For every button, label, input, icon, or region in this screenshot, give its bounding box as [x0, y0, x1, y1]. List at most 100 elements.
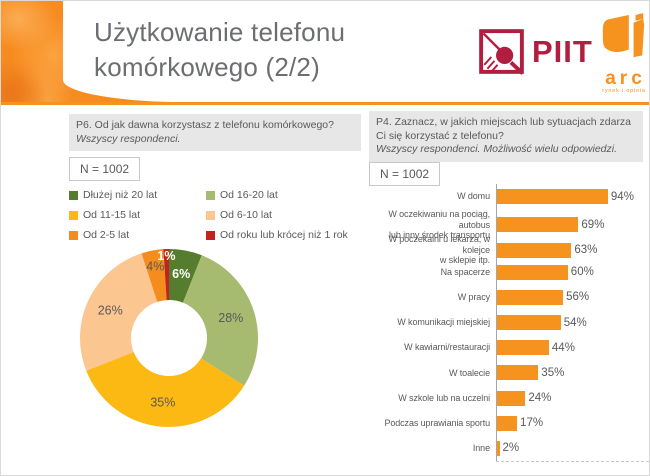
- respondents-note-p6: Wszyscy respondenci.: [76, 132, 181, 145]
- question-text-p6: P6. Od jak dawna korzystasz z telefonu k…: [76, 119, 334, 131]
- bar-category-label: W kawiarni/restauracji: [404, 342, 490, 353]
- arc-tagline: rynek i opinia: [602, 88, 646, 94]
- bar-category-label: W domu: [457, 191, 490, 202]
- bar-row: W oczekiwaniu na pociąg, autobus lub inn…: [369, 209, 649, 241]
- legend-swatch-icon: [206, 230, 215, 240]
- bar-row: Podczas uprawiania sportu 17%: [369, 410, 649, 436]
- bar-chart: W domu 94% W oczekiwaniu na pociąg, autobu…: [369, 184, 649, 463]
- legend-item: Dłużej niż 20 lat: [69, 189, 206, 201]
- legend-swatch-icon: [69, 210, 78, 220]
- bar: [497, 340, 549, 356]
- bar-category-label: Inne: [472, 443, 490, 454]
- bar: [497, 315, 561, 331]
- bar-row: Na spacerze 60%: [369, 259, 649, 285]
- bar-category-label: W pracy: [457, 292, 490, 303]
- donut-slice-label: 28%: [218, 311, 243, 325]
- bar: [497, 365, 539, 381]
- bar-track: 24%: [496, 385, 649, 411]
- respondents-note-p4: Wszyscy respondenci. Możliwość wielu odp…: [376, 143, 618, 155]
- legend-label: Od roku lub krócej niż 1 rok: [220, 229, 348, 241]
- bar-value-label: 2%: [502, 442, 520, 455]
- question-box-p6: P6. Od jak dawna korzystasz z telefonu k…: [69, 114, 361, 151]
- donut-slice: [141, 249, 167, 302]
- bar-category-label: W szkole lub na uczelni: [398, 392, 490, 403]
- bar-category-label: Podczas uprawiania sportu: [384, 418, 490, 429]
- bar-row: W kawiarni/restauracji 44%: [369, 335, 649, 361]
- bar-track: 69%: [496, 209, 649, 241]
- donut-chart-svg: 6% 28% 35% 26% 4%1%: [80, 249, 258, 427]
- bar-value-label: 54%: [563, 316, 587, 329]
- legend-item: Od 2-5 lat: [69, 229, 206, 241]
- legend: Dłużej niż 20 lat Od 16-20 lat Od 11-15 la…: [69, 189, 348, 241]
- donut-slice: [163, 249, 169, 301]
- legend-label: Dłużej niż 20 lat: [83, 189, 158, 201]
- legend-item: Od 16-20 lat: [206, 189, 348, 201]
- legend-label: Od 2-5 lat: [83, 229, 130, 241]
- bar: [497, 264, 568, 280]
- bar-chart-rows: W domu 94% W oczekiwaniu na pociąg, autobu…: [369, 184, 649, 462]
- bar-track: 54%: [496, 309, 649, 336]
- donut-slice-label: 6%: [172, 267, 190, 281]
- bar-category-label: W oczekiwaniu na pociąg, autobus lub inn…: [388, 209, 490, 241]
- bar-chart-baseline: [496, 461, 649, 463]
- question-box-p4: P4. Zaznacz, w jakich miejscach lub sytu…: [369, 111, 643, 162]
- bar-track: 94%: [496, 184, 649, 210]
- piit-wordmark: PIIT: [532, 33, 593, 69]
- bar: [497, 390, 526, 406]
- bar-category-label: W komunikacji miejskiej: [397, 317, 490, 328]
- bar-value-label: 94%: [610, 190, 634, 203]
- legend-item: Od 6-10 lat: [206, 209, 348, 221]
- legend-label: Od 11-15 lat: [83, 209, 141, 221]
- donut-slice-label: 26%: [98, 303, 123, 317]
- donut-slice-label: 4%: [146, 259, 164, 273]
- legend-item: Od 11-15 lat: [69, 209, 206, 221]
- bar-track: 2%: [496, 435, 649, 462]
- donut-chart: 6% 28% 35% 26% 4% 1%: [54, 223, 284, 453]
- piit-emblem-icon: [479, 29, 524, 75]
- bar-row: W domu 94%: [369, 184, 649, 210]
- donut-slice-label: 1%: [157, 249, 175, 263]
- bar-value-label: 17%: [520, 417, 544, 430]
- bar-category-label: Na spacerze: [440, 266, 491, 277]
- piit-logo: PIIT: [478, 27, 593, 76]
- bar-value-label: 44%: [551, 341, 575, 354]
- arc-wordmark: arc: [605, 68, 646, 89]
- arc-logo: arc rynek i opinia: [598, 13, 649, 94]
- page-title: Użytkowanie telefonu komórkowego (2/2): [94, 17, 346, 82]
- legend-label: Od 6-10 lat: [220, 209, 272, 221]
- bar-value-label: 24%: [528, 392, 552, 405]
- bar-track: 17%: [496, 410, 649, 436]
- bar-track: 60%: [496, 259, 649, 285]
- bar: [497, 415, 518, 431]
- bar: [497, 440, 500, 456]
- question-text-p4: P4. Zaznacz, w jakich miejscach lub sytu…: [376, 116, 632, 142]
- bar: [497, 242, 572, 258]
- legend-label: Od 16-20 lat: [220, 189, 278, 201]
- donut-slice: [86, 351, 245, 427]
- header-divider-line: [1, 102, 649, 105]
- bar-category-label: W toalecie: [448, 367, 490, 378]
- donut-slice: [182, 255, 258, 386]
- bar: [497, 189, 608, 205]
- legend-item: Od roku lub krócej niż 1 rok: [206, 229, 348, 241]
- donut-slice: [80, 253, 158, 371]
- arc-lighthouse-icon: [602, 13, 645, 58]
- bar-value-label: 69%: [581, 218, 605, 231]
- bar-value-label: 56%: [566, 291, 590, 304]
- bar: [497, 289, 564, 305]
- bar-track: 63%: [496, 234, 649, 266]
- bar-row: W szkole lub na uczelni 24%: [369, 385, 649, 411]
- bar-row: W toalecie 35%: [369, 360, 649, 386]
- legend-swatch-icon: [69, 190, 78, 200]
- donut-slice-label: 35%: [150, 396, 175, 410]
- donut-slice: [169, 249, 202, 303]
- bar-value-label: 60%: [570, 266, 594, 279]
- sample-size-box-p4: N = 1002: [369, 162, 441, 186]
- bar-track: 35%: [496, 360, 649, 386]
- bar-value-label: 35%: [541, 366, 565, 379]
- bar: [497, 217, 579, 233]
- bar-row: W komunikacji miejskiej 54%: [369, 309, 649, 336]
- sample-size-box-p6: N = 1002: [69, 157, 141, 181]
- bar-row: W poczekalni u lekarza, w kolejce w skle…: [369, 234, 649, 266]
